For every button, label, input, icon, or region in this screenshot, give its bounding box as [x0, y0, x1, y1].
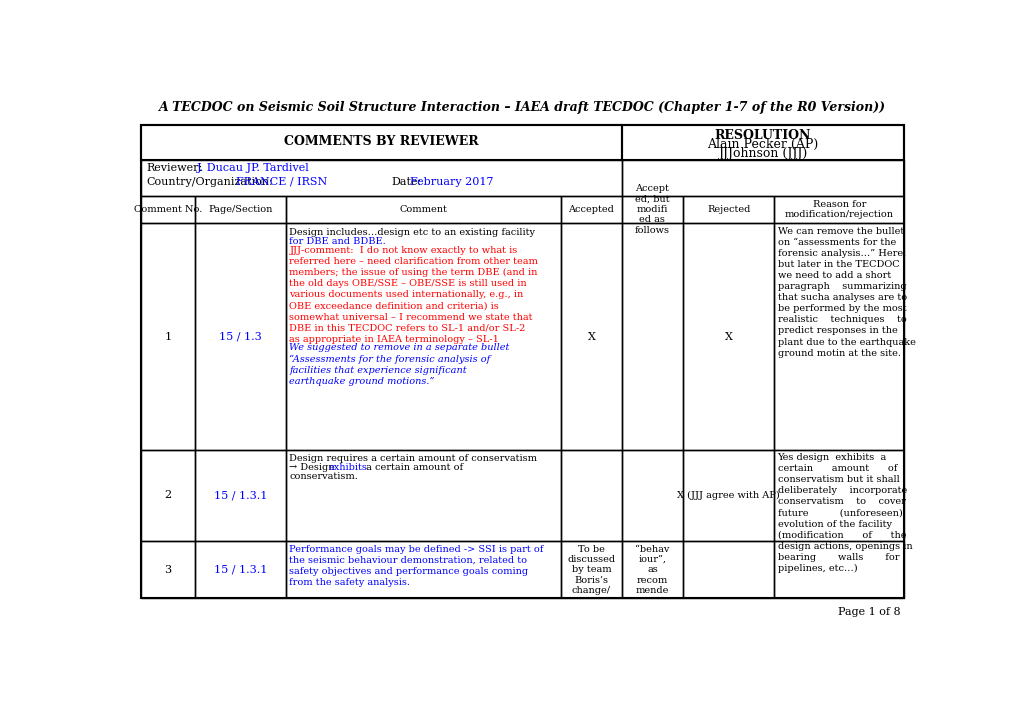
Text: To be
discussed
by team
Boris’s
change/: To be discussed by team Boris’s change/	[567, 544, 614, 595]
Text: Accept
ed, but
modifi
ed as
follows: Accept ed, but modifi ed as follows	[634, 184, 669, 235]
Bar	[142, 541, 195, 598]
Bar	[286, 196, 560, 223]
Text: COMMENTS BY REVIEWER: COMMENTS BY REVIEWER	[284, 135, 479, 148]
Text: 1: 1	[164, 332, 171, 342]
Text: Country/Organization:: Country/Organization:	[146, 177, 273, 187]
Bar	[622, 541, 683, 598]
Text: Reason for
modification/rejection: Reason for modification/rejection	[784, 200, 893, 220]
Bar	[286, 223, 560, 450]
Text: Design includes…design etc to an existing facility: Design includes…design etc to an existin…	[289, 228, 535, 237]
Text: a certain amount of: a certain amount of	[363, 463, 463, 472]
Text: 15 / 1.3: 15 / 1.3	[219, 332, 262, 342]
Text: exhibits: exhibits	[329, 463, 368, 472]
Text: February 2017: February 2017	[410, 177, 492, 187]
Bar	[195, 450, 286, 541]
Text: X: X	[587, 332, 595, 342]
Text: JJJohnson (JJJ): JJJohnson (JJJ)	[717, 147, 807, 160]
Bar	[773, 196, 903, 223]
Text: J. Ducau JP. Tardivel: J. Ducau JP. Tardivel	[197, 163, 310, 173]
Text: We can remove the bullet
on “assessments for the
forensic analysis…” Here,
but l: We can remove the bullet on “assessments…	[776, 227, 914, 358]
Text: conservatism.: conservatism.	[289, 472, 358, 481]
Text: Alain Pecker (AP): Alain Pecker (AP)	[706, 138, 818, 151]
Bar	[683, 223, 773, 450]
Bar	[773, 450, 903, 541]
Text: FRANCE / IRSN: FRANCE / IRSN	[235, 177, 327, 187]
Bar	[142, 196, 195, 223]
Text: Page/Section: Page/Section	[208, 205, 272, 214]
Bar	[142, 223, 195, 450]
Text: X (JJJ agree with AP): X (JJJ agree with AP)	[677, 491, 780, 500]
Bar	[622, 125, 903, 160]
Text: Comment No.: Comment No.	[133, 205, 202, 214]
Text: Accepted: Accepted	[568, 205, 613, 214]
Bar	[622, 160, 903, 196]
Bar	[773, 223, 903, 450]
Bar	[195, 541, 286, 598]
Text: Design requires a certain amount of conservatism: Design requires a certain amount of cons…	[289, 454, 537, 464]
Text: We suggested to remove in a separate bullet
“Assessments for the forensic analys: We suggested to remove in a separate bul…	[289, 343, 510, 386]
Text: 2: 2	[164, 490, 171, 500]
Text: Reviewer:: Reviewer:	[146, 163, 202, 173]
Text: A TECDOC on Seismic Soil Structure Interaction – IAEA draft TECDOC (Chapter 1-7 : A TECDOC on Seismic Soil Structure Inter…	[159, 101, 886, 114]
Text: RESOLUTION: RESOLUTION	[714, 129, 810, 142]
Text: X: X	[725, 332, 732, 342]
Bar	[286, 541, 560, 598]
Bar	[560, 450, 622, 541]
Text: Date:: Date:	[390, 177, 421, 187]
Bar	[683, 450, 773, 541]
Bar	[683, 541, 773, 598]
Text: Page 1 of 8: Page 1 of 8	[838, 606, 900, 616]
Text: Performance goals may be defined -> SSI is part of
the seismic behaviour demonst: Performance goals may be defined -> SSI …	[289, 544, 543, 587]
Bar	[622, 223, 683, 450]
Bar	[560, 196, 622, 223]
Text: Yes design  exhibits  a
certain      amount      of
conservatism but it shall
de: Yes design exhibits a certain amount of …	[776, 453, 911, 573]
Text: for DBE and BDBE.: for DBE and BDBE.	[289, 237, 386, 246]
Bar	[195, 223, 286, 450]
Bar	[683, 196, 773, 223]
Bar	[622, 196, 683, 223]
Text: 15 / 1.3.1: 15 / 1.3.1	[214, 564, 267, 575]
Bar	[560, 223, 622, 450]
Bar	[142, 125, 903, 598]
Text: 3: 3	[164, 564, 171, 575]
Text: → Design: → Design	[289, 463, 337, 472]
Bar	[142, 450, 195, 541]
Text: Rejected: Rejected	[706, 205, 750, 214]
Bar	[195, 196, 286, 223]
Bar	[560, 541, 622, 598]
Bar	[142, 125, 622, 160]
Text: “behav
iour”,
as
recom
mende: “behav iour”, as recom mende	[635, 544, 668, 595]
Bar	[622, 450, 683, 541]
Bar	[773, 541, 903, 598]
Bar	[142, 160, 622, 196]
Text: Comment: Comment	[399, 205, 447, 214]
Bar	[286, 450, 560, 541]
Text: 15 / 1.3.1: 15 / 1.3.1	[214, 490, 267, 500]
Text: JJJ-comment:  I do not know exactly to what is
referred here – need clarificatio: JJJ-comment: I do not know exactly to wh…	[289, 246, 538, 343]
